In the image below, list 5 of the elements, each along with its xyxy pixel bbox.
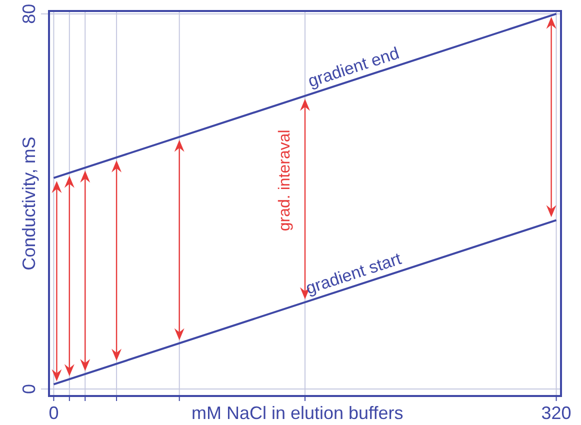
y-tick-label: 80 [19, 4, 39, 24]
y-axis-title: Conductivity, mS [19, 136, 39, 270]
annotation: grad. interaval [276, 130, 294, 232]
x-axis-title: mM NaCl in elution buffers [191, 403, 404, 423]
x-tick-label: 320 [541, 403, 572, 423]
